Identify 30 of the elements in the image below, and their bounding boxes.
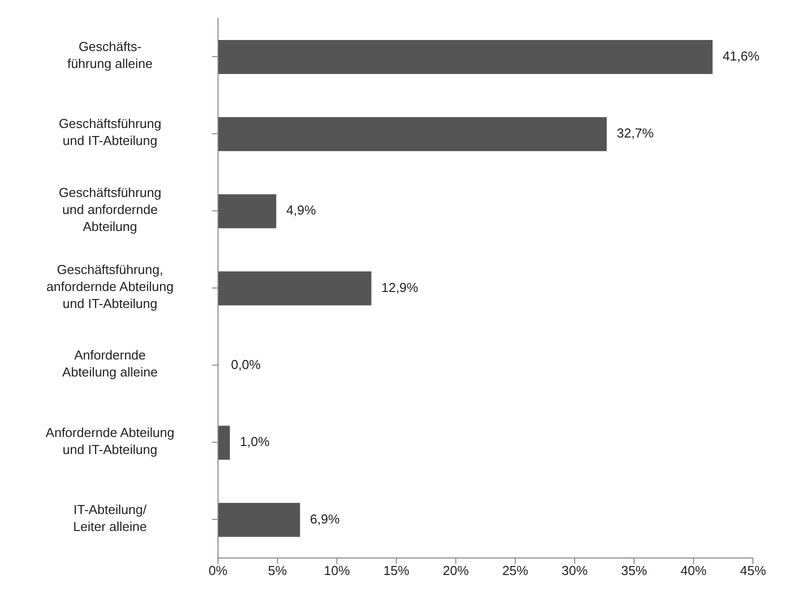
x-tick-label: 15% [383,563,410,578]
x-tick-label: 40% [680,563,707,578]
data-label: 6,9% [310,511,340,526]
x-tick-label: 35% [621,563,648,578]
data-label: 12,9% [381,280,419,295]
x-tick-label: 0% [208,563,228,578]
data-label: 1,0% [240,434,270,450]
data-label: 32,7% [616,126,654,141]
x-tick-label: 25% [502,563,529,578]
bar [218,117,607,152]
data-label: 0,0% [231,357,262,372]
y-tick-label: Anfordernde Abteilung alleine [62,348,158,380]
y-tick-label: Geschäftsführung und IT-Abteilung [58,116,162,149]
bar [218,502,300,537]
data-label: 41,6% [722,48,760,64]
y-tick-label: Geschäftsführung und anfordernde Abteilung [58,185,162,234]
bar [218,40,713,74]
y-tick-label: Geschäfts- führung alleine [67,40,153,72]
y-tick-label: Geschäftsführung, anfordernde Abteilung und IT-Abteilung [46,262,174,312]
y-tick-label: Anfordernde Abteilung und IT-Abteilung [46,425,174,458]
bar [218,194,276,228]
x-tick-label: 20% [442,563,470,578]
x-tick-label: 10% [324,563,350,578]
y-tick-label: IT-Abteilung/ Leiter alleine [73,502,147,534]
bar [218,271,372,306]
x-tick-label: 5% [268,563,288,578]
bar [218,426,230,460]
x-tick-label: 30% [562,563,588,578]
data-label: 4,9% [286,202,316,218]
x-tick-label: 45% [740,563,766,578]
